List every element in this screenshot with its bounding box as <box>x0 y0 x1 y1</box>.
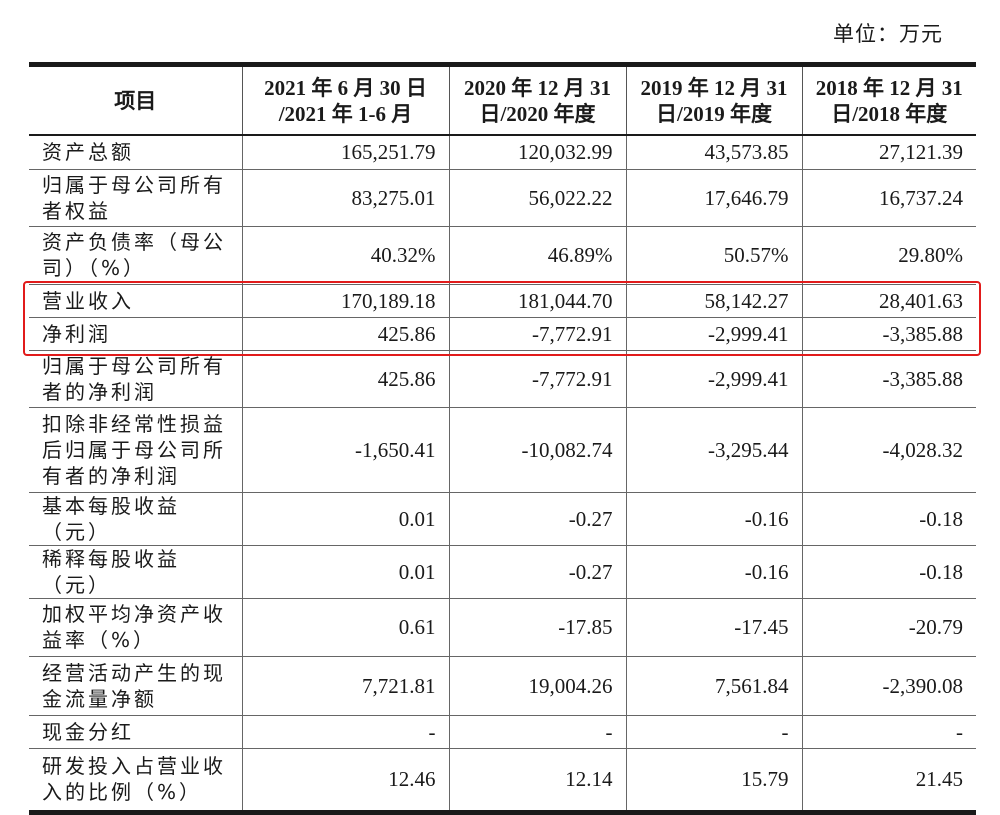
row-label: 归属于母公司所有者权益 <box>29 168 242 226</box>
cell-value: -2,390.08 <box>801 655 976 715</box>
table-row: 营业收入 170,189.18 181,044.70 58,142.27 28,401.… <box>29 283 976 317</box>
table-row: 稀释每股收益（元） 0.01 -0.27 -0.16 -0.18 <box>29 544 976 598</box>
table-row: 归属于母公司所有者权益 83,275.01 56,022.22 17,646.79 16… <box>29 168 976 226</box>
financial-table: 项目 2021 年 6 月 30 日/2021 年 1-6 月 2020 年 1… <box>29 67 976 810</box>
cell-value: 28,401.63 <box>801 283 976 317</box>
cell-value: 12.14 <box>448 747 626 810</box>
cell-value: -3,295.44 <box>625 406 802 492</box>
cell-value: -7,772.91 <box>448 316 626 350</box>
cell-value: 16,737.24 <box>801 168 976 226</box>
cell-value: -1,650.41 <box>241 406 449 492</box>
cell-value: 0.01 <box>241 491 449 545</box>
row-label: 归属于母公司所有者的净利润 <box>29 349 242 407</box>
table-row: 现金分红 - - - - <box>29 714 976 748</box>
cell-value: - <box>448 714 626 748</box>
cell-value: -4,028.32 <box>801 406 976 492</box>
cell-value: 40.32% <box>241 225 449 284</box>
cell-value: 7,561.84 <box>625 655 802 715</box>
cell-value: 0.61 <box>241 597 449 656</box>
cell-value: 17,646.79 <box>625 168 802 226</box>
cell-value: -0.27 <box>448 544 626 598</box>
cell-value: 83,275.01 <box>241 168 449 226</box>
cell-value: 15.79 <box>625 747 802 810</box>
header-item: 项目 <box>114 88 157 113</box>
cell-value: -0.18 <box>801 544 976 598</box>
row-label: 资产负债率（母公司）（%） <box>29 225 242 284</box>
cell-value: 120,032.99 <box>448 136 626 169</box>
cell-value: 425.86 <box>241 316 449 350</box>
row-label: 资产总额 <box>42 140 134 165</box>
row-label: 研发投入占营业收入的比例（%） <box>29 747 242 810</box>
table-top-rule <box>29 62 976 67</box>
table-row: 资产负债率（母公司）（%） 40.32% 46.89% 50.57% 29.80% <box>29 225 976 284</box>
cell-value: -2,999.41 <box>625 316 802 350</box>
table-body: 资产总额 165,251.79 120,032.99 43,573.85 27,121.… <box>29 136 976 810</box>
table-row: 研发投入占营业收入的比例（%） 12.46 12.14 15.79 21.45 <box>29 747 976 810</box>
table-row: 加权平均净资产收益率（%） 0.61 -17.85 -17.45 -20.79 <box>29 597 976 656</box>
cell-value: 43,573.85 <box>625 136 802 169</box>
header-2018: 2018 年 12 月 31 日/2018 年度 <box>801 67 976 134</box>
cell-value: - <box>625 714 802 748</box>
cell-value: -3,385.88 <box>801 316 976 350</box>
unit-label: 单位：万元 <box>833 22 943 46</box>
cell-value: 19,004.26 <box>448 655 626 715</box>
table-row: 扣除非经常性损益后归属于母公司所有者的净利润 -1,650.41 -10,082.7… <box>29 406 976 492</box>
row-label: 现金分红 <box>29 714 242 748</box>
cell-value: -0.16 <box>625 544 802 598</box>
cell-value: 7,721.81 <box>241 655 449 715</box>
cell-value: 46.89% <box>448 225 626 284</box>
cell-value: -0.16 <box>625 491 802 545</box>
row-label: 扣除非经常性损益后归属于母公司所有者的净利润 <box>29 406 242 492</box>
cell-value: 50.57% <box>625 225 802 284</box>
table-row: 净利润 425.86 -7,772.91 -2,999.41 -3,385.88 <box>29 316 976 350</box>
cell-value: -2,999.41 <box>625 349 802 407</box>
cell-value: 21.45 <box>801 747 976 810</box>
cell-value: 165,251.79 <box>241 136 449 169</box>
cell-value: - <box>241 714 449 748</box>
cell-value: 0.01 <box>241 544 449 598</box>
cell-value: 27,121.39 <box>801 136 976 169</box>
cell-value: -10,082.74 <box>448 406 626 492</box>
row-label: 净利润 <box>29 316 242 350</box>
table-row: 基本每股收益（元） 0.01 -0.27 -0.16 -0.18 <box>29 491 976 545</box>
row-label: 基本每股收益（元） <box>29 491 242 545</box>
cell-value: 181,044.70 <box>448 283 626 317</box>
cell-value: - <box>801 714 976 748</box>
cell-value: -17.85 <box>448 597 626 656</box>
cell-value: 425.86 <box>241 349 449 407</box>
header-2020: 2020 年 12 月 31 日/2020 年度 <box>448 67 626 134</box>
table-bottom-rule <box>29 810 976 815</box>
header-2021h1: 2021 年 6 月 30 日/2021 年 1-6 月 <box>241 67 449 134</box>
cell-value: -20.79 <box>801 597 976 656</box>
cell-value: -7,772.91 <box>448 349 626 407</box>
cell-value: 56,022.22 <box>448 168 626 226</box>
table-row: 归属于母公司所有者的净利润 425.86 -7,772.91 -2,999.41 -3,… <box>29 349 976 407</box>
header-rule <box>29 134 976 136</box>
table-row: 经营活动产生的现金流量净额 7,721.81 19,004.26 7,561.84 -2… <box>29 655 976 715</box>
cell-value: -0.27 <box>448 491 626 545</box>
financial-table-container: 项目 2021 年 6 月 30 日/2021 年 1-6 月 2020 年 1… <box>23 62 981 815</box>
row-label: 加权平均净资产收益率（%） <box>29 597 242 656</box>
cell-value: -17.45 <box>625 597 802 656</box>
table-row: 资产总额 165,251.79 120,032.99 43,573.85 27,121.… <box>29 136 976 169</box>
cell-value: 58,142.27 <box>625 283 802 317</box>
row-label: 经营活动产生的现金流量净额 <box>29 655 242 715</box>
row-label: 营业收入 <box>29 283 242 317</box>
cell-value: 170,189.18 <box>241 283 449 317</box>
row-label: 稀释每股收益（元） <box>29 544 242 598</box>
cell-value: 29.80% <box>801 225 976 284</box>
header-2019: 2019 年 12 月 31 日/2019 年度 <box>625 67 802 134</box>
header-row: 项目 2021 年 6 月 30 日/2021 年 1-6 月 2020 年 1… <box>29 67 976 134</box>
cell-value: -0.18 <box>801 491 976 545</box>
cell-value: 12.46 <box>241 747 449 810</box>
cell-value: -3,385.88 <box>801 349 976 407</box>
